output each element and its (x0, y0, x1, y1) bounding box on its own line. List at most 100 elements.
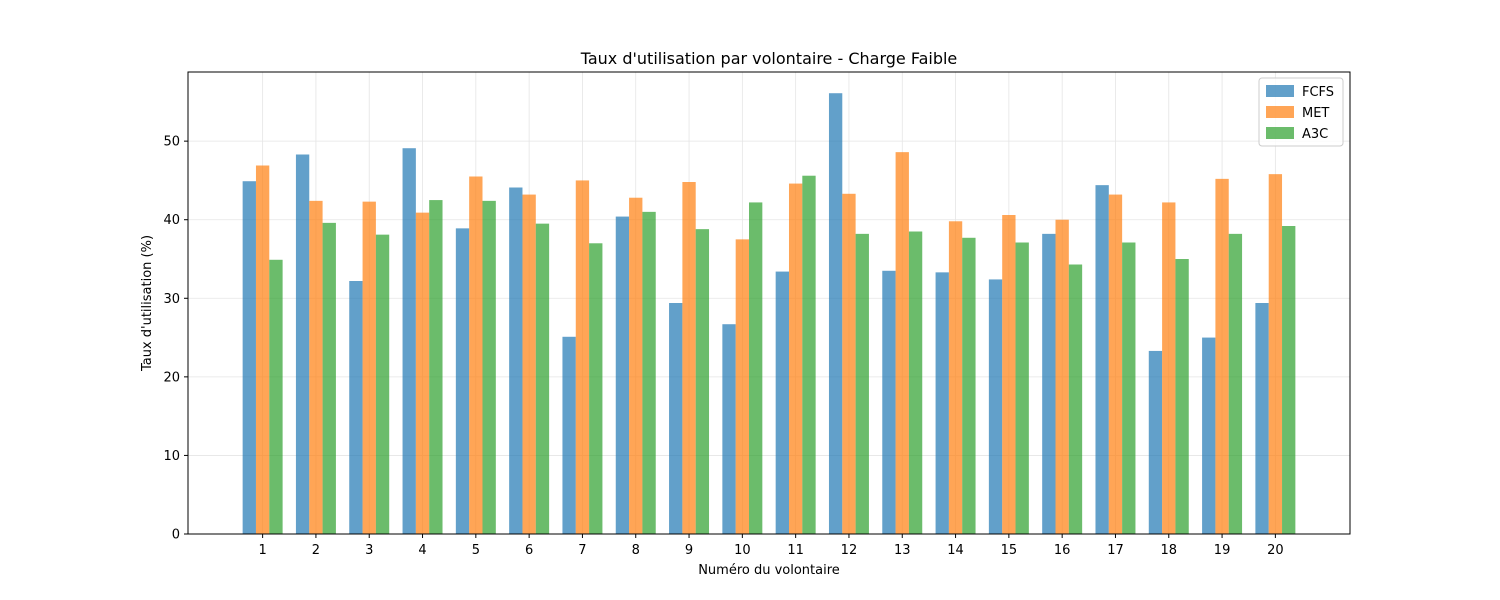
bar-met-14 (948, 221, 963, 535)
bar-fcfs-14 (935, 272, 949, 534)
bar-met-17 (1108, 194, 1123, 535)
bar-met-2 (309, 200, 323, 534)
x-tick-label: 17 (1107, 543, 1124, 558)
bar-fcfs-5 (455, 228, 470, 534)
bar-a3c-7 (589, 243, 603, 535)
bar-met-13 (895, 152, 909, 534)
bar-a3c-15 (1015, 242, 1029, 534)
y-tick-label: 20 (163, 370, 180, 385)
bar-met-16 (1055, 219, 1069, 534)
bar-met-18 (1162, 202, 1176, 534)
bar-a3c-3 (375, 234, 390, 534)
bar-fcfs-7 (562, 336, 576, 534)
bar-a3c-5 (482, 200, 496, 534)
bar-a3c-17 (1122, 242, 1136, 534)
bar-met-19 (1215, 178, 1229, 534)
bar-met-11 (788, 183, 803, 535)
chart-title: Taux d'utilisation par volontaire - Char… (580, 49, 958, 68)
legend-swatch-a3c (1266, 127, 1294, 139)
x-tick-label: 16 (1054, 543, 1071, 558)
x-tick-label: 13 (894, 543, 911, 558)
bar-a3c-14 (962, 237, 976, 535)
x-tick-label: 2 (312, 543, 320, 558)
bar-a3c-13 (908, 231, 923, 534)
x-tick-label: 10 (734, 543, 751, 558)
bar-a3c-18 (1175, 259, 1189, 534)
bar-a3c-8 (642, 211, 656, 534)
bar-met-15 (1002, 215, 1016, 534)
bar-fcfs-6 (509, 187, 523, 534)
bar-fcfs-4 (402, 148, 416, 534)
y-tick-label: 10 (163, 449, 180, 464)
bar-a3c-19 (1228, 233, 1243, 534)
bar-a3c-10 (749, 202, 763, 534)
bar-a3c-20 (1282, 226, 1296, 534)
bar-fcfs-2 (295, 154, 310, 534)
bar-fcfs-9 (669, 303, 683, 534)
x-tick-label: 7 (578, 543, 586, 558)
bar-fcfs-16 (1042, 233, 1056, 534)
x-tick-label: 19 (1214, 543, 1231, 558)
x-tick-label: 1 (258, 543, 266, 558)
bar-met-3 (362, 201, 376, 534)
bar-met-9 (682, 182, 696, 534)
bar-fcfs-1 (242, 181, 256, 534)
bar-fcfs-17 (1095, 185, 1109, 534)
bar-met-6 (522, 194, 536, 535)
y-tick-label: 40 (163, 213, 180, 228)
bar-met-10 (735, 239, 750, 534)
bar-fcfs-12 (828, 93, 843, 534)
bar-fcfs-8 (615, 216, 630, 535)
legend: FCFS MET A3C (1258, 77, 1344, 147)
x-tick-label: 20 (1267, 543, 1284, 558)
bar-fcfs-13 (882, 270, 896, 534)
bar-a3c-16 (1068, 264, 1083, 534)
bar-fcfs-10 (722, 324, 736, 534)
bar-a3c-1 (269, 259, 283, 534)
x-tick-label: 11 (787, 543, 804, 558)
bar-met-20 (1268, 174, 1283, 534)
x-tick-label: 18 (1160, 543, 1177, 558)
legend-swatch-met (1266, 106, 1294, 118)
bar-a3c-11 (802, 175, 816, 534)
bar-fcfs-15 (988, 279, 1003, 534)
bar-met-7 (575, 180, 590, 534)
bar-a3c-4 (429, 200, 443, 535)
bar-a3c-6 (535, 223, 550, 534)
x-tick-label: 6 (525, 543, 533, 558)
x-tick-label: 3 (365, 543, 373, 558)
bar-met-4 (415, 212, 430, 534)
y-axis-label: Taux d'utilisation (%) (140, 235, 155, 372)
bars-layer (242, 93, 1296, 535)
legend-label-met: MET (1302, 106, 1329, 121)
legend-swatch-fcfs (1266, 85, 1294, 97)
bar-a3c-2 (322, 222, 336, 534)
x-tick-label: 14 (947, 543, 964, 558)
x-tick-label: 5 (472, 543, 480, 558)
bar-met-5 (469, 176, 483, 534)
bar-fcfs-20 (1255, 303, 1269, 534)
x-tick-label: 12 (841, 543, 858, 558)
x-axis-label: Numéro du volontaire (698, 563, 840, 578)
bar-a3c-9 (695, 229, 710, 534)
bar-fcfs-11 (775, 271, 789, 534)
bar-a3c-12 (855, 233, 869, 534)
bar-fcfs-18 (1148, 350, 1163, 534)
x-tick-label: 15 (1001, 543, 1018, 558)
bar-fcfs-3 (349, 281, 363, 534)
bar-met-12 (842, 193, 856, 535)
bar-fcfs-19 (1202, 337, 1216, 534)
bar-met-8 (629, 197, 643, 534)
y-tick-label: 0 (172, 528, 180, 543)
x-tick-label: 4 (418, 543, 426, 558)
bar-met-1 (255, 165, 270, 534)
legend-label-fcfs: FCFS (1302, 85, 1334, 100)
x-tick-label: 8 (632, 543, 640, 558)
x-tick-label: 9 (685, 543, 693, 558)
y-tick-label: 30 (163, 292, 180, 307)
y-tick-label: 50 (163, 135, 180, 150)
plot-frame (187, 71, 1351, 535)
legend-label-a3c: A3C (1302, 127, 1328, 142)
